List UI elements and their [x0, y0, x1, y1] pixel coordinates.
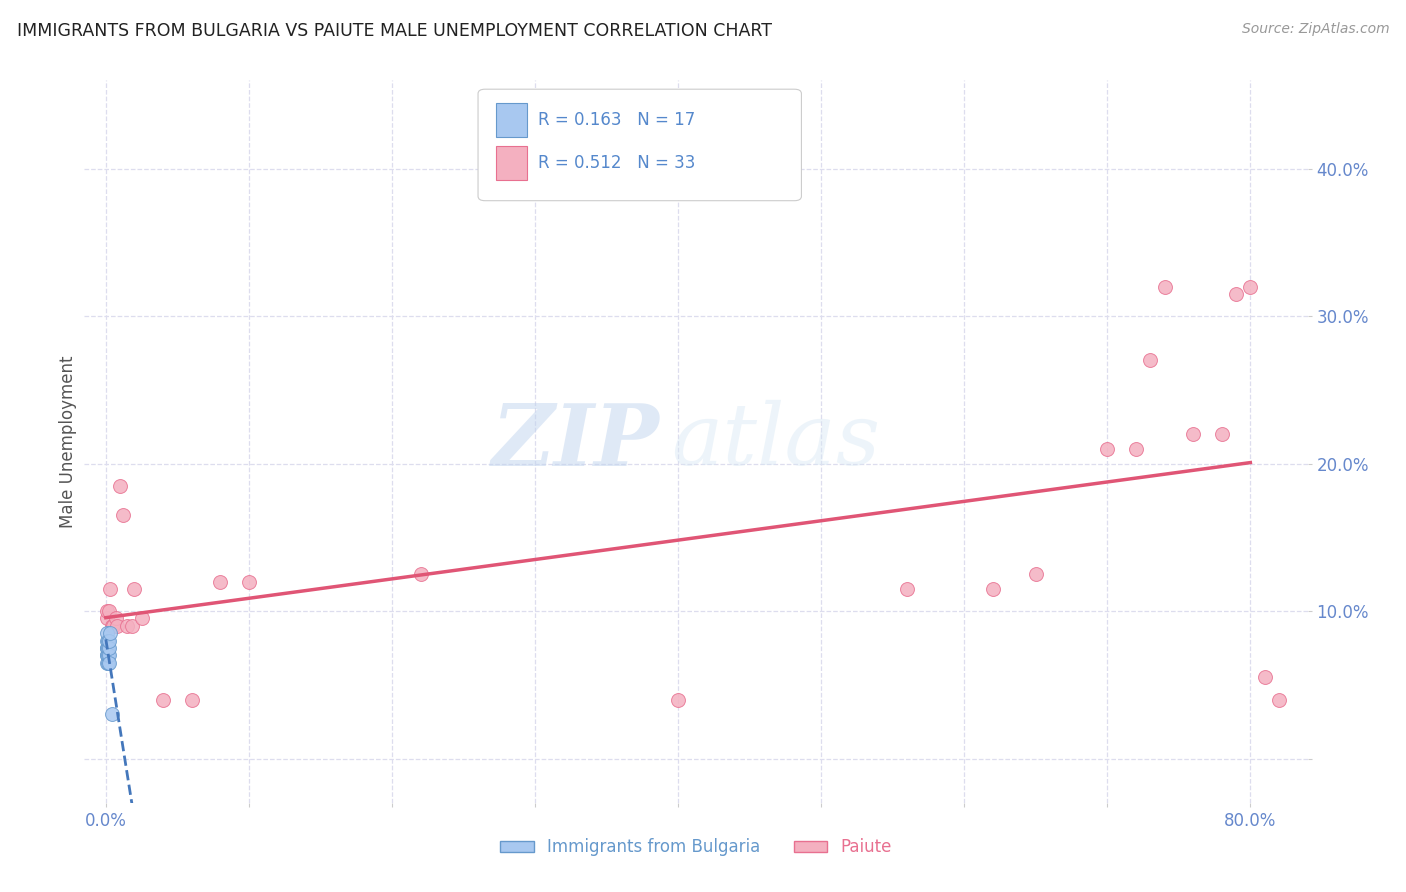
Text: IMMIGRANTS FROM BULGARIA VS PAIUTE MALE UNEMPLOYMENT CORRELATION CHART: IMMIGRANTS FROM BULGARIA VS PAIUTE MALE …	[17, 22, 772, 40]
Point	[105, 619, 128, 633]
Y-axis label: Male Unemployment: Male Unemployment	[59, 355, 77, 528]
Point	[1182, 427, 1205, 442]
Point	[124, 582, 146, 596]
Point	[96, 626, 118, 640]
Text: R = 0.512   N = 33: R = 0.512 N = 33	[538, 154, 696, 172]
Point	[666, 692, 689, 706]
Point	[96, 611, 118, 625]
Point	[117, 619, 139, 633]
Text: Source: ZipAtlas.com: Source: ZipAtlas.com	[1241, 22, 1389, 37]
Point	[104, 611, 127, 625]
Point	[409, 567, 432, 582]
Point	[111, 508, 134, 523]
Point	[238, 574, 260, 589]
Point	[96, 640, 118, 655]
Point	[96, 604, 118, 618]
Point	[896, 582, 918, 596]
Point	[96, 656, 118, 670]
Point	[98, 582, 121, 596]
Point	[97, 648, 120, 663]
Point	[1211, 427, 1233, 442]
Point	[96, 648, 118, 663]
Point	[96, 633, 118, 648]
Point	[96, 656, 118, 670]
Point	[981, 582, 1004, 596]
Legend: Immigrants from Bulgaria, Paiute: Immigrants from Bulgaria, Paiute	[494, 831, 898, 863]
Point	[180, 692, 202, 706]
Point	[101, 619, 124, 633]
Point	[1153, 279, 1175, 293]
Point	[97, 633, 120, 648]
Point	[1139, 353, 1161, 368]
Point	[98, 626, 121, 640]
Point	[108, 479, 131, 493]
Point	[1025, 567, 1047, 582]
Point	[1097, 442, 1119, 456]
Point	[97, 640, 120, 655]
Point	[98, 656, 121, 670]
Point	[100, 619, 122, 633]
Point	[96, 640, 118, 655]
Point	[1268, 692, 1291, 706]
Point	[152, 692, 174, 706]
Point	[1253, 670, 1275, 684]
Text: R = 0.163   N = 17: R = 0.163 N = 17	[538, 112, 696, 129]
Point	[97, 604, 120, 618]
Point	[96, 648, 118, 663]
Point	[209, 574, 232, 589]
Point	[96, 648, 118, 663]
Text: atlas: atlas	[672, 401, 880, 483]
Point	[97, 633, 120, 648]
Point	[1125, 442, 1147, 456]
Point	[100, 707, 122, 722]
Point	[131, 611, 153, 625]
Point	[121, 619, 143, 633]
Point	[1225, 287, 1247, 301]
Point	[97, 640, 120, 655]
Text: ZIP: ZIP	[492, 400, 659, 483]
Point	[1239, 279, 1261, 293]
